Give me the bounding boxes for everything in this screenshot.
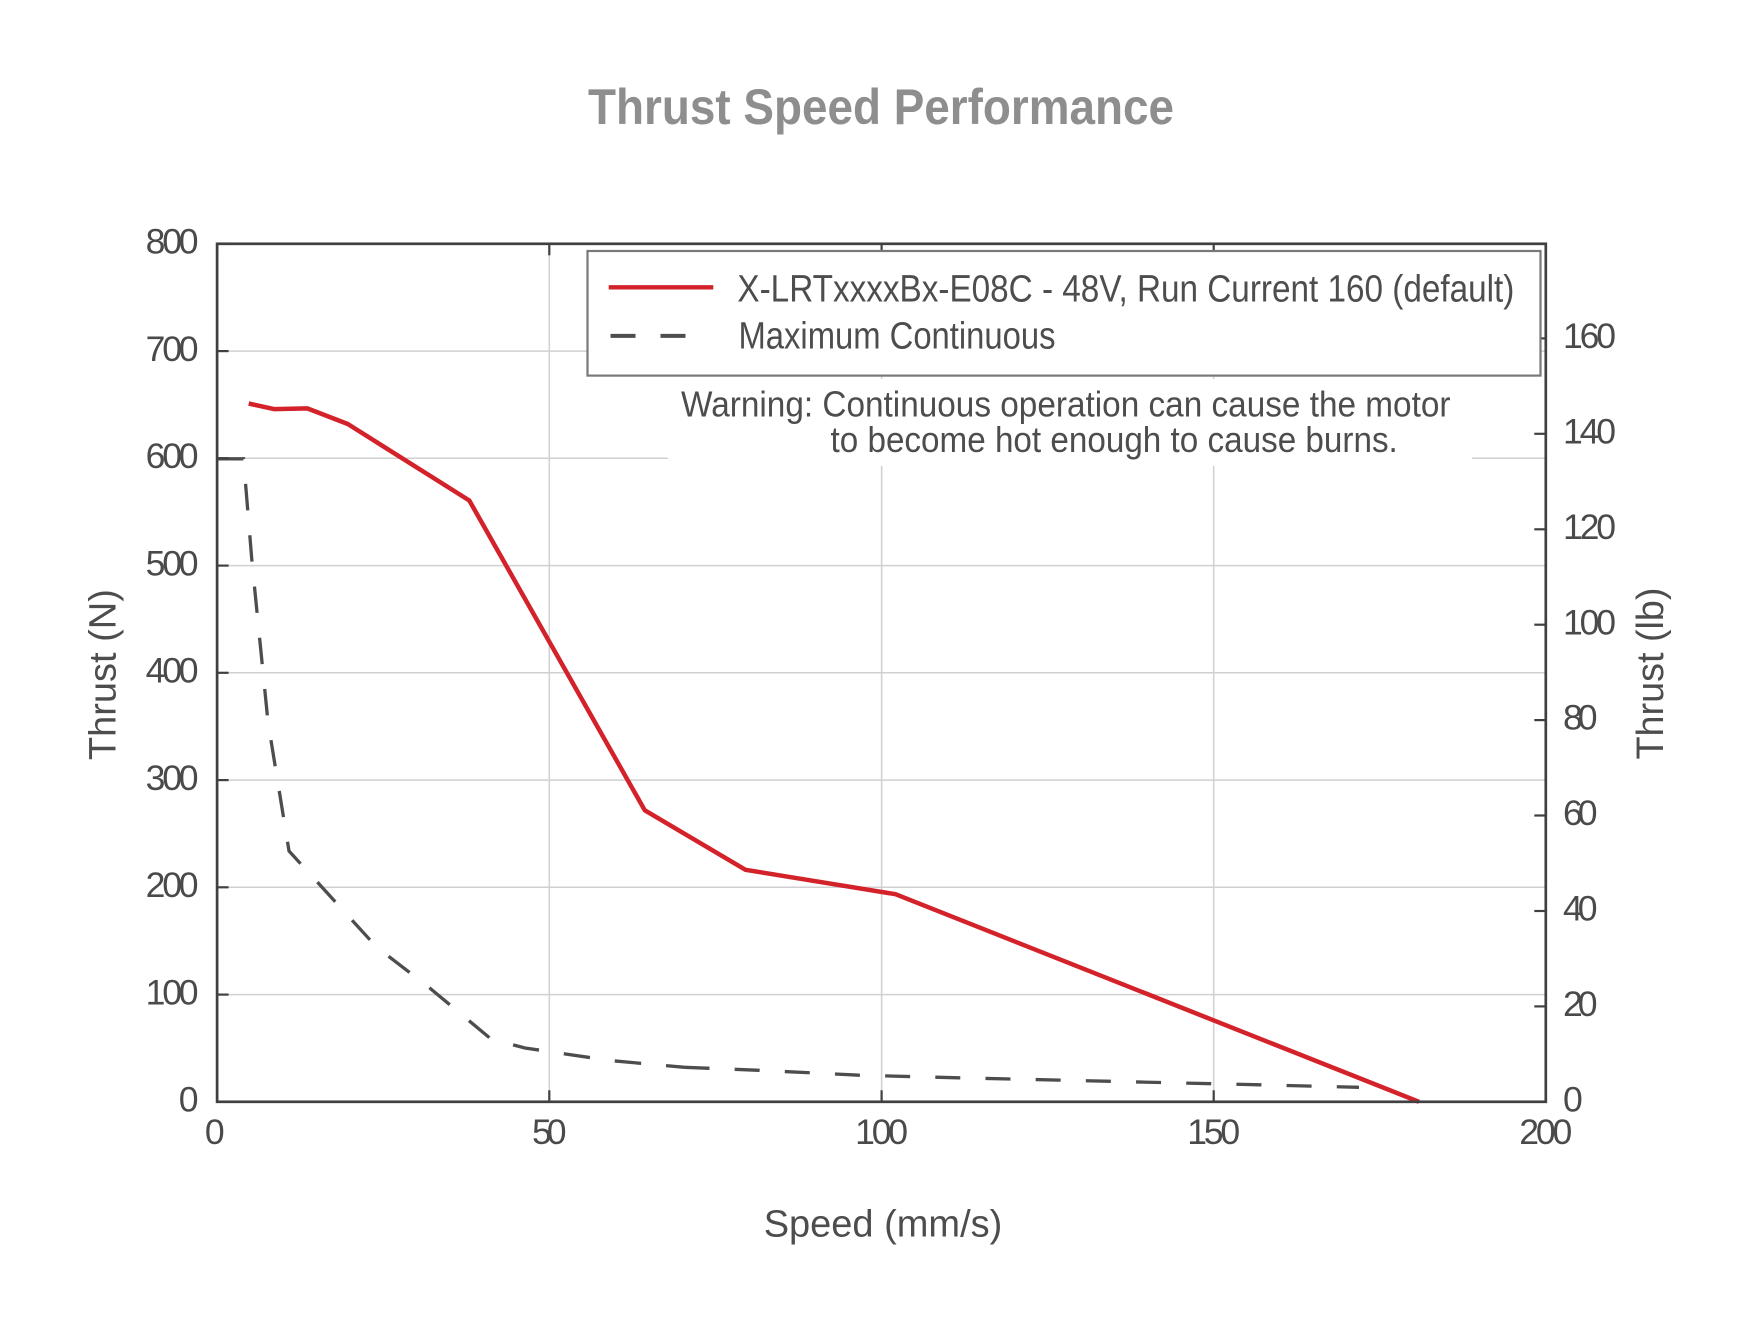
- svg-text:300: 300: [146, 758, 199, 798]
- svg-text:600: 600: [146, 436, 199, 476]
- svg-text:to become hot enough to cause: to become hot enough to cause burns.: [831, 419, 1398, 460]
- svg-text:500: 500: [146, 544, 199, 584]
- svg-text:100: 100: [855, 1112, 908, 1152]
- svg-text:140: 140: [1563, 411, 1616, 451]
- svg-text:50: 50: [532, 1112, 567, 1152]
- svg-text:200: 200: [146, 865, 199, 905]
- svg-text:700: 700: [146, 329, 199, 369]
- svg-text:Thrust (lb): Thrust (lb): [1630, 588, 1672, 760]
- svg-text:Warning: Continuous operation: Warning: Continuous operation can cause …: [681, 383, 1451, 424]
- svg-text:20: 20: [1563, 984, 1598, 1024]
- svg-text:Speed (mm/s): Speed (mm/s): [764, 1204, 1003, 1246]
- svg-text:80: 80: [1563, 698, 1598, 738]
- svg-text:Thrust (N): Thrust (N): [83, 589, 125, 760]
- svg-text:400: 400: [146, 651, 199, 691]
- svg-text:0: 0: [1563, 1079, 1583, 1119]
- svg-text:200: 200: [1519, 1112, 1572, 1152]
- svg-text:100: 100: [1563, 602, 1616, 642]
- svg-text:120: 120: [1563, 507, 1616, 547]
- svg-text:160: 160: [1563, 316, 1616, 356]
- svg-text:Maximum Continuous: Maximum Continuous: [739, 316, 1056, 358]
- svg-text:0: 0: [205, 1112, 225, 1152]
- svg-text:60: 60: [1563, 793, 1598, 833]
- svg-text:100: 100: [146, 973, 199, 1013]
- svg-text:0: 0: [179, 1080, 199, 1120]
- svg-text:800: 800: [146, 222, 199, 262]
- svg-text:40: 40: [1563, 889, 1598, 929]
- svg-text:X-LRTxxxxBx-E08C - 48V, Run Cu: X-LRTxxxxBx-E08C - 48V, Run Current 160 …: [737, 268, 1514, 310]
- svg-text:150: 150: [1187, 1112, 1240, 1152]
- svg-text:Thrust Speed Performance: Thrust Speed Performance: [588, 79, 1174, 135]
